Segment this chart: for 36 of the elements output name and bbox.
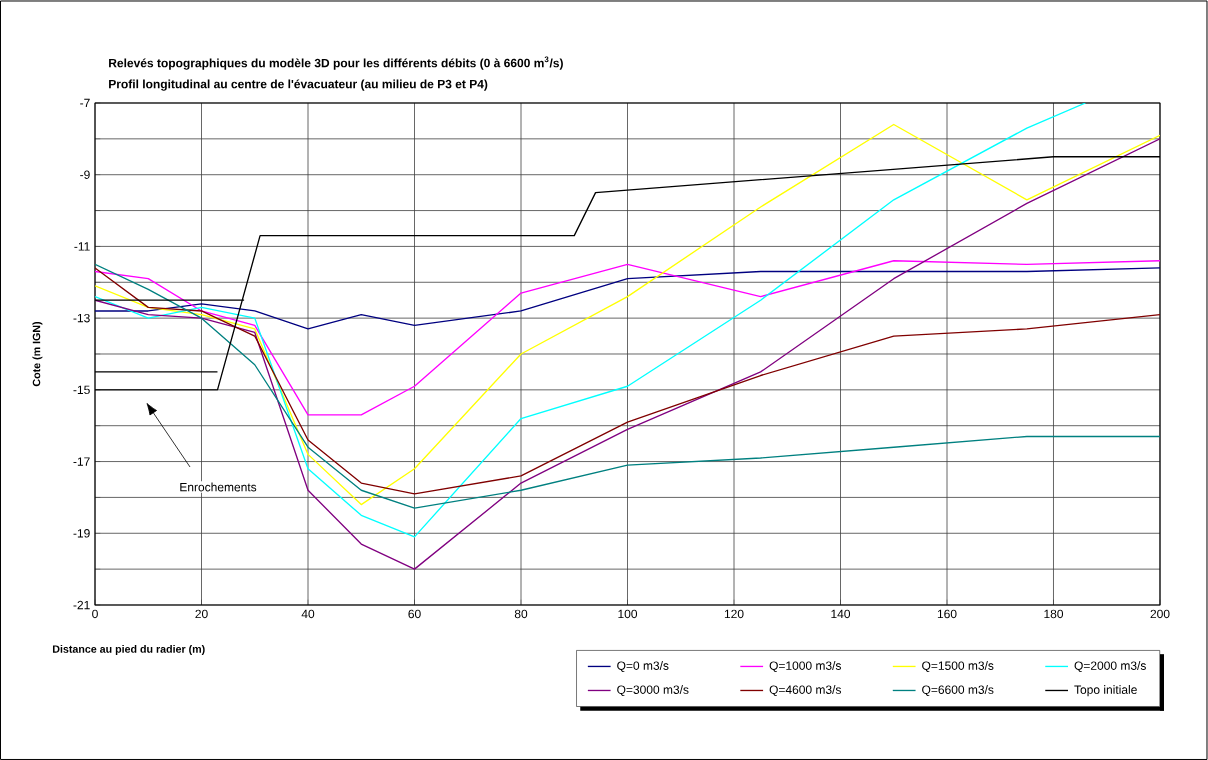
- legend-label: Q=0 m3/s: [617, 661, 669, 673]
- x-tick-label: 40: [301, 609, 315, 619]
- x-tick-label: 160: [937, 609, 957, 619]
- line-series: [95, 123, 1160, 506]
- y-tick-label: -21: [73, 600, 90, 610]
- legend-label: Q=6600 m3/s: [922, 685, 994, 697]
- x-tick-label: 80: [514, 609, 528, 619]
- chart-title: Relevés topographiques du modèle 3D pour les différents débits (0 à 6600 m$^{3}$/s): [109, 56, 563, 70]
- legend-label: Topo initiale: [1074, 685, 1137, 697]
- y-tick-label: -7: [80, 98, 90, 108]
- legend-label: Q=3000 m3/s: [617, 685, 689, 697]
- x-tick-label: 100: [618, 609, 638, 619]
- y-tick-label: -15: [73, 385, 90, 395]
- x-tick-label: 20: [195, 609, 208, 619]
- y-tick-label: -11: [74, 242, 90, 251]
- x-tick-label: 120: [724, 609, 744, 619]
- line-series: [95, 102, 1087, 538]
- y-tick-label: -19: [73, 529, 90, 538]
- y-tick-label: -9: [80, 170, 90, 179]
- line-series: [95, 138, 1160, 570]
- legend-label: Q=1500 m3/s: [922, 661, 994, 673]
- annotation: Enrochements: [180, 482, 257, 492]
- x-tick-label: 200: [1150, 609, 1170, 619]
- x-tick-label: 140: [831, 609, 851, 619]
- x-tick-label: 180: [1044, 609, 1064, 619]
- x-tick-label: 0: [92, 609, 98, 619]
- legend-label: Q=1000 m3/s: [769, 661, 841, 673]
- x-tick-label: 60: [408, 609, 421, 619]
- y-tick-label: -17: [73, 457, 90, 466]
- legend-label: Q=2000 m3/s: [1074, 661, 1146, 673]
- x-axis-title: Distance au pied du radier (m): [52, 645, 205, 655]
- line-series: [95, 260, 1160, 416]
- y-tick-label: -13: [73, 313, 90, 323]
- y-axis-title: Cote (m IGN): [32, 321, 43, 387]
- legend-label: Q=4600 m3/s: [769, 685, 841, 697]
- chart-subtitle: Profil longitudinal au centre de l'évacuateur (au milieu de P3 et P4): [109, 79, 488, 91]
